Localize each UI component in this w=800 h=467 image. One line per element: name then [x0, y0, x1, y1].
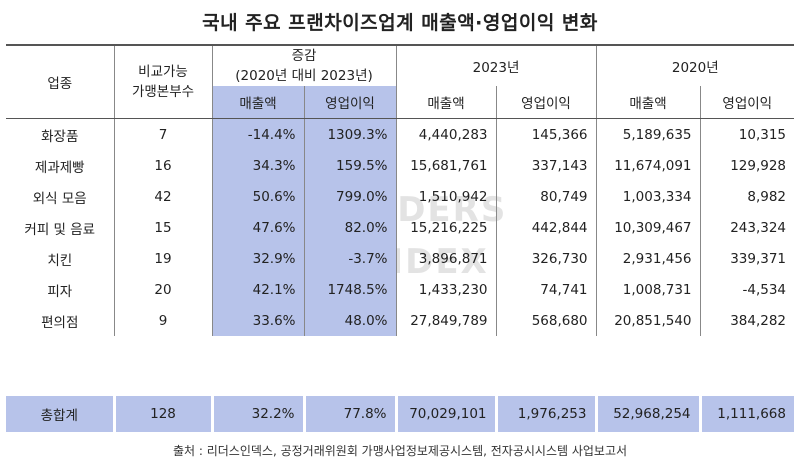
cell-chg-sales: 34.3%: [211, 150, 304, 181]
table-row: 편의점 9 33.6% 48.0% 27,849,789 568,680 20,…: [6, 305, 795, 336]
cell-chg-op: 159.5%: [303, 150, 397, 181]
cell-count: 9: [113, 305, 212, 336]
page-title: 국내 주요 프랜차이즈업계 매출액·영업이익 변화: [202, 12, 598, 34]
cell-sales-2023: 4,440,283: [395, 118, 497, 150]
header-industry: 업종: [6, 44, 114, 119]
cell-chg-op: 48.0%: [303, 305, 397, 336]
cell-count: 16: [113, 150, 212, 181]
cell-sales-2023: 3,896,871: [395, 243, 497, 274]
header-change: 증감 (2020년 대비 2023년): [211, 44, 397, 86]
total-row: 총합계 128 32.2% 77.8% 70,029,101 1,976,253…: [6, 396, 794, 432]
total-sales-2023: 70,029,101: [394, 396, 496, 432]
cell-op-2023: 80,749: [495, 181, 597, 212]
cell-sales-2023: 1,510,942: [395, 181, 497, 212]
header-year-2020: 2020년: [595, 44, 795, 86]
header-brand-count-line2: 가맹본부수: [131, 84, 195, 100]
cell-sales-2023: 27,849,789: [395, 305, 497, 336]
cell-count: 19: [113, 243, 212, 274]
table-row: 화장품 7 -14.4% 1309.3% 4,440,283 145,366 5…: [6, 118, 795, 150]
cell-industry: 커피 및 음료: [24, 221, 96, 238]
total-chg-op: 77.8%: [302, 396, 396, 432]
header-2020-op: 영업이익: [699, 86, 795, 119]
cell-op-2020: 10,315: [699, 118, 795, 150]
cell-sales-2020: 1,003,334: [595, 181, 701, 212]
total-op-2020: 1,111,668: [698, 396, 794, 432]
cell-sales-2020: 10,309,467: [595, 212, 701, 243]
header-change-op: 영업이익: [303, 86, 397, 119]
header-change-line2: (2020년 대비 2023년): [235, 68, 373, 84]
cell-sales-2020: 11,674,091: [595, 150, 701, 181]
cell-op-2020: -4,534: [699, 274, 795, 305]
cell-chg-sales: 33.6%: [211, 305, 304, 336]
cell-count: 7: [113, 118, 212, 150]
cell-sales-2023: 1,433,230: [395, 274, 497, 305]
cell-op-2020: 339,371: [699, 243, 795, 274]
table-row: 피자 20 42.1% 1748.5% 1,433,230 74,741 1,0…: [6, 274, 795, 305]
cell-chg-sales: 32.9%: [211, 243, 304, 274]
cell-count: 15: [113, 212, 212, 243]
table-row: 치킨 19 32.9% -3.7% 3,896,871 326,730 2,93…: [6, 243, 795, 274]
cell-op-2023: 337,143: [495, 150, 597, 181]
table-row: 커피 및 음료 15 47.6% 82.0% 15,216,225 442,84…: [6, 212, 795, 243]
cell-chg-op: 1748.5%: [303, 274, 397, 305]
total-row-table: 총합계 128 32.2% 77.8% 70,029,101 1,976,253…: [6, 396, 794, 432]
cell-op-2023: 145,366: [495, 118, 597, 150]
cell-industry: 피자: [47, 283, 73, 300]
cell-op-2020: 8,982: [699, 181, 795, 212]
total-industry: 총합계: [6, 396, 114, 432]
total-op-2023: 1,976,253: [494, 396, 596, 432]
cell-chg-op: 1309.3%: [303, 118, 397, 150]
cell-sales-2020: 1,008,731: [595, 274, 701, 305]
cell-count: 20: [113, 274, 212, 305]
cell-op-2023: 326,730: [495, 243, 597, 274]
cell-industry: 외식 모음: [32, 190, 87, 207]
cell-sales-2023: 15,216,225: [395, 212, 497, 243]
cell-sales-2020: 5,189,635: [595, 118, 701, 150]
cell-op-2020: 384,282: [699, 305, 795, 336]
cell-industry: 치킨: [47, 252, 73, 269]
cell-industry: 제과제빵: [34, 159, 85, 176]
header-change-line1: 증감: [291, 48, 317, 64]
cell-op-2020: 243,324: [699, 212, 795, 243]
header-2023-sales: 매출액: [395, 86, 497, 119]
total-count: 128: [112, 396, 212, 432]
cell-chg-sales: 47.6%: [211, 212, 304, 243]
header-change-sales: 매출액: [211, 86, 304, 119]
source-note: 출처 : 리더스인덱스, 공정거래위원회 가맹사업정보제공시스템, 전자공시시스…: [172, 444, 628, 458]
total-chg-sales: 32.2%: [210, 396, 304, 432]
cell-op-2023: 568,680: [495, 305, 597, 336]
cell-chg-op: 82.0%: [303, 212, 397, 243]
cell-industry: 편의점: [41, 314, 79, 331]
cell-op-2020: 129,928: [699, 150, 795, 181]
header-brand-count-line1: 비교가능: [138, 64, 188, 80]
header-2023-op: 영업이익: [495, 86, 597, 119]
cell-op-2023: 442,844: [495, 212, 597, 243]
header-year-2023: 2023년: [395, 44, 597, 86]
cell-sales-2020: 2,931,456: [595, 243, 701, 274]
cell-industry: 화장품: [41, 128, 79, 145]
cell-count: 42: [113, 181, 212, 212]
cell-sales-2023: 15,681,761: [395, 150, 497, 181]
table-row: 외식 모음 42 50.6% 799.0% 1,510,942 80,749 1…: [6, 181, 795, 212]
table-row: 제과제빵 16 34.3% 159.5% 15,681,761 337,143 …: [6, 150, 795, 181]
data-table: 업종 비교가능 가맹본부수 증감 (2020년 대비 2023년) 2023년 …: [6, 44, 795, 336]
cell-chg-op: 799.0%: [303, 181, 397, 212]
cell-chg-sales: -14.4%: [211, 118, 304, 150]
header-brand-count: 비교가능 가맹본부수: [113, 44, 212, 119]
total-sales-2020: 52,968,254: [594, 396, 700, 432]
cell-op-2023: 74,741: [495, 274, 597, 305]
header-2020-sales: 매출액: [595, 86, 701, 119]
cell-chg-op: -3.7%: [303, 243, 397, 274]
cell-chg-sales: 50.6%: [211, 181, 304, 212]
cell-chg-sales: 42.1%: [211, 274, 304, 305]
cell-sales-2020: 20,851,540: [595, 305, 701, 336]
